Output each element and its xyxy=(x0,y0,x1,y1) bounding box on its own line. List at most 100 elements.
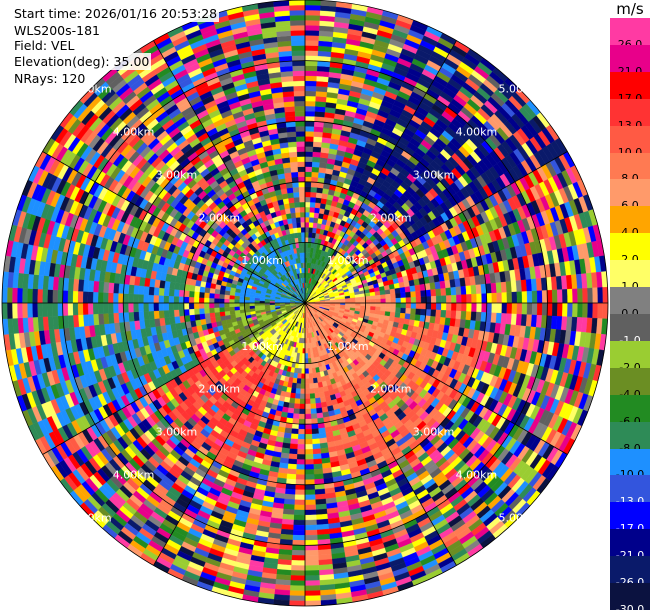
velocity-gate xyxy=(293,520,305,525)
velocity-gate xyxy=(294,515,305,520)
velocity-gate xyxy=(497,293,502,303)
velocity-gate xyxy=(305,197,311,202)
velocity-gate xyxy=(311,182,318,188)
velocity-gate xyxy=(562,289,567,303)
velocity-gate xyxy=(385,290,391,295)
velocity-gate xyxy=(292,545,305,550)
velocity-gate xyxy=(291,565,305,570)
velocity-gate xyxy=(316,81,328,87)
velocity-gate xyxy=(501,282,507,293)
velocity-gate xyxy=(310,393,315,398)
velocity-gate xyxy=(415,285,421,292)
velocity-gate xyxy=(305,61,318,66)
velocity-gate xyxy=(302,353,305,358)
velocity-gate xyxy=(410,286,416,292)
velocity-gate xyxy=(461,295,466,303)
velocity-gate xyxy=(305,10,320,15)
velocity-gate xyxy=(313,449,321,455)
velocity-gate xyxy=(572,289,577,303)
velocity-gate xyxy=(370,292,375,296)
velocity-gate xyxy=(316,514,328,520)
velocity-gate xyxy=(521,314,527,326)
velocity-gate xyxy=(297,378,301,383)
velocity-gate xyxy=(305,424,312,429)
velocity-gate xyxy=(476,294,481,303)
velocity-gate xyxy=(305,141,313,146)
velocity-gate xyxy=(307,343,310,348)
velocity-gate xyxy=(296,383,301,388)
velocity-gate xyxy=(547,303,552,316)
velocity-gate xyxy=(305,192,311,197)
velocity-gate xyxy=(291,560,305,565)
velocity-gate xyxy=(441,303,446,310)
velocity-gate xyxy=(532,291,537,303)
velocity-gate xyxy=(291,434,298,440)
velocity-gate xyxy=(491,313,497,323)
velocity-gate xyxy=(316,198,322,204)
velocity-gate xyxy=(305,152,313,157)
velocity-gate xyxy=(305,353,308,358)
velocity-gate xyxy=(293,530,305,535)
velocity-gate xyxy=(284,494,295,500)
velocity-gate xyxy=(305,590,320,595)
velocity-gate xyxy=(294,500,305,505)
velocity-gate xyxy=(316,96,327,102)
velocity-gate xyxy=(487,293,492,303)
velocity-gate xyxy=(390,293,395,298)
velocity-gate xyxy=(491,283,497,293)
velocity-gate xyxy=(294,510,305,515)
velocity-gate xyxy=(300,389,305,394)
velocity-gate xyxy=(305,464,314,469)
velocity-gate xyxy=(301,374,305,379)
velocity-gate xyxy=(309,383,314,388)
velocity-gate xyxy=(385,307,390,312)
velocity-gate xyxy=(396,298,401,303)
velocity-gate xyxy=(302,364,305,369)
velocity-gate xyxy=(298,429,305,434)
velocity-gate xyxy=(317,187,324,193)
velocity-gate xyxy=(305,0,321,5)
velocity-gate xyxy=(451,303,456,311)
velocity-gate xyxy=(300,394,305,399)
velocity-gate xyxy=(305,540,318,545)
velocity-gate xyxy=(466,286,472,295)
velocity-gate xyxy=(395,308,400,313)
velocity-gate xyxy=(456,295,461,303)
velocity-gate xyxy=(400,292,405,298)
velocity-gate xyxy=(390,289,396,294)
velocity-gate xyxy=(305,389,310,394)
velocity-gate xyxy=(426,303,431,310)
velocity-gate xyxy=(366,300,371,303)
velocity-gate xyxy=(313,459,322,465)
velocity-gate xyxy=(305,469,314,474)
velocity-gate xyxy=(305,202,310,207)
velocity-gate xyxy=(355,303,360,306)
velocity-gate xyxy=(482,293,487,303)
velocity-gate xyxy=(309,222,313,227)
velocity-gate xyxy=(511,281,517,292)
velocity-gate xyxy=(431,310,437,317)
velocity-gate xyxy=(313,147,321,153)
velocity-gate xyxy=(309,217,314,222)
velocity-gate xyxy=(305,520,317,525)
velocity-gate xyxy=(305,30,319,35)
velocity-gate xyxy=(305,182,311,187)
velocity-gate xyxy=(308,363,312,368)
velocity-gate xyxy=(487,303,492,313)
velocity-gate xyxy=(502,303,507,314)
velocity-gate xyxy=(283,509,294,515)
velocity-gate xyxy=(371,303,376,307)
velocity-gate xyxy=(305,242,308,247)
velocity-gate xyxy=(297,373,301,378)
velocity-gate xyxy=(360,303,365,306)
velocity-gate xyxy=(305,146,313,151)
velocity-gate xyxy=(291,429,298,435)
velocity-gate xyxy=(416,297,421,303)
velocity-gate xyxy=(406,297,411,303)
velocity-gate xyxy=(285,489,295,495)
velocity-gate xyxy=(405,308,410,314)
velocity-gate xyxy=(315,106,326,112)
velocity-gate xyxy=(466,311,472,320)
velocity-gate xyxy=(305,384,309,389)
velocity-gate xyxy=(557,303,562,316)
